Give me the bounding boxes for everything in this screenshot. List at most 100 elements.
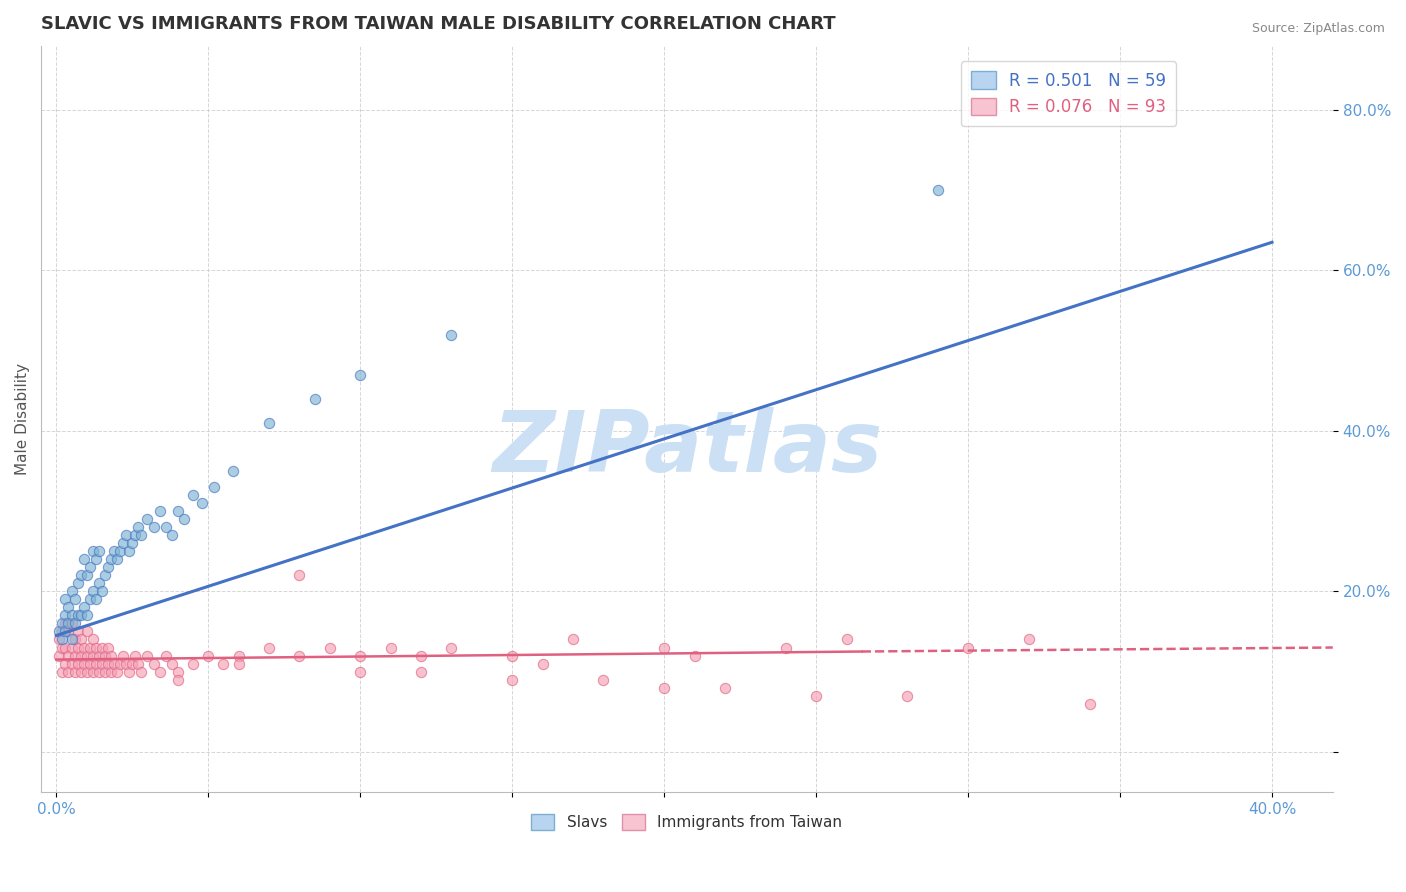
Point: [112, 648, 135, 663]
Point: [191, 496, 214, 510]
Point: [501, 673, 523, 687]
Point: [82, 632, 104, 647]
Point: [76, 608, 98, 623]
Point: [87, 665, 110, 679]
Point: [79, 560, 101, 574]
Point: [60, 608, 83, 623]
Point: [97, 657, 120, 671]
Point: [121, 657, 143, 671]
Point: [896, 689, 918, 703]
Point: [149, 665, 172, 679]
Point: [94, 648, 117, 663]
Point: [100, 648, 122, 663]
Point: [112, 536, 135, 550]
Point: [55, 657, 77, 671]
Point: [51, 624, 73, 639]
Point: [76, 624, 98, 639]
Point: [69, 568, 91, 582]
Point: [87, 544, 110, 558]
Point: [60, 584, 83, 599]
Point: [55, 608, 77, 623]
Point: [66, 657, 89, 671]
Point: [51, 640, 73, 655]
Point: [76, 665, 98, 679]
Point: [181, 657, 204, 671]
Point: [82, 648, 104, 663]
Point: [108, 544, 131, 558]
Point: [103, 544, 125, 558]
Point: [90, 657, 112, 671]
Point: [127, 657, 149, 671]
Point: [181, 488, 204, 502]
Point: [48, 632, 70, 647]
Point: [1018, 632, 1040, 647]
Point: [82, 665, 104, 679]
Point: [652, 640, 675, 655]
Point: [84, 552, 107, 566]
Point: [94, 665, 117, 679]
Legend: Slavs, Immigrants from Taiwan: Slavs, Immigrants from Taiwan: [526, 808, 848, 837]
Point: [197, 648, 219, 663]
Point: [60, 616, 83, 631]
Point: [440, 327, 463, 342]
Point: [100, 552, 122, 566]
Point: [69, 632, 91, 647]
Point: [63, 665, 86, 679]
Point: [69, 648, 91, 663]
Point: [55, 592, 77, 607]
Point: [957, 640, 980, 655]
Point: [115, 528, 138, 542]
Point: [55, 640, 77, 655]
Point: [202, 480, 225, 494]
Point: [531, 657, 554, 671]
Point: [58, 600, 80, 615]
Point: [66, 624, 89, 639]
Point: [90, 640, 112, 655]
Point: [97, 640, 120, 655]
Point: [58, 648, 80, 663]
Point: [66, 640, 89, 655]
Point: [51, 616, 73, 631]
Point: [82, 584, 104, 599]
Point: [173, 512, 195, 526]
Point: [105, 552, 128, 566]
Point: [87, 576, 110, 591]
Point: [221, 464, 243, 478]
Point: [66, 608, 89, 623]
Point: [55, 624, 77, 639]
Point: [288, 568, 311, 582]
Point: [97, 560, 120, 574]
Point: [73, 657, 96, 671]
Point: [124, 648, 146, 663]
Point: [90, 584, 112, 599]
Point: [835, 632, 858, 647]
Point: [257, 416, 280, 430]
Point: [167, 673, 190, 687]
Point: [103, 657, 125, 671]
Point: [55, 616, 77, 631]
Point: [149, 504, 172, 518]
Point: [48, 624, 70, 639]
Point: [82, 544, 104, 558]
Point: [63, 648, 86, 663]
Point: [73, 600, 96, 615]
Point: [63, 616, 86, 631]
Point: [108, 657, 131, 671]
Text: ZIPatlas: ZIPatlas: [492, 407, 882, 491]
Point: [127, 520, 149, 534]
Point: [775, 640, 797, 655]
Point: [131, 528, 153, 542]
Point: [79, 640, 101, 655]
Point: [73, 552, 96, 566]
Point: [58, 616, 80, 631]
Point: [160, 528, 183, 542]
Point: [69, 665, 91, 679]
Point: [69, 608, 91, 623]
Point: [440, 640, 463, 655]
Point: [562, 632, 585, 647]
Point: [319, 640, 342, 655]
Point: [79, 657, 101, 671]
Point: [66, 576, 89, 591]
Point: [58, 624, 80, 639]
Point: [714, 681, 737, 695]
